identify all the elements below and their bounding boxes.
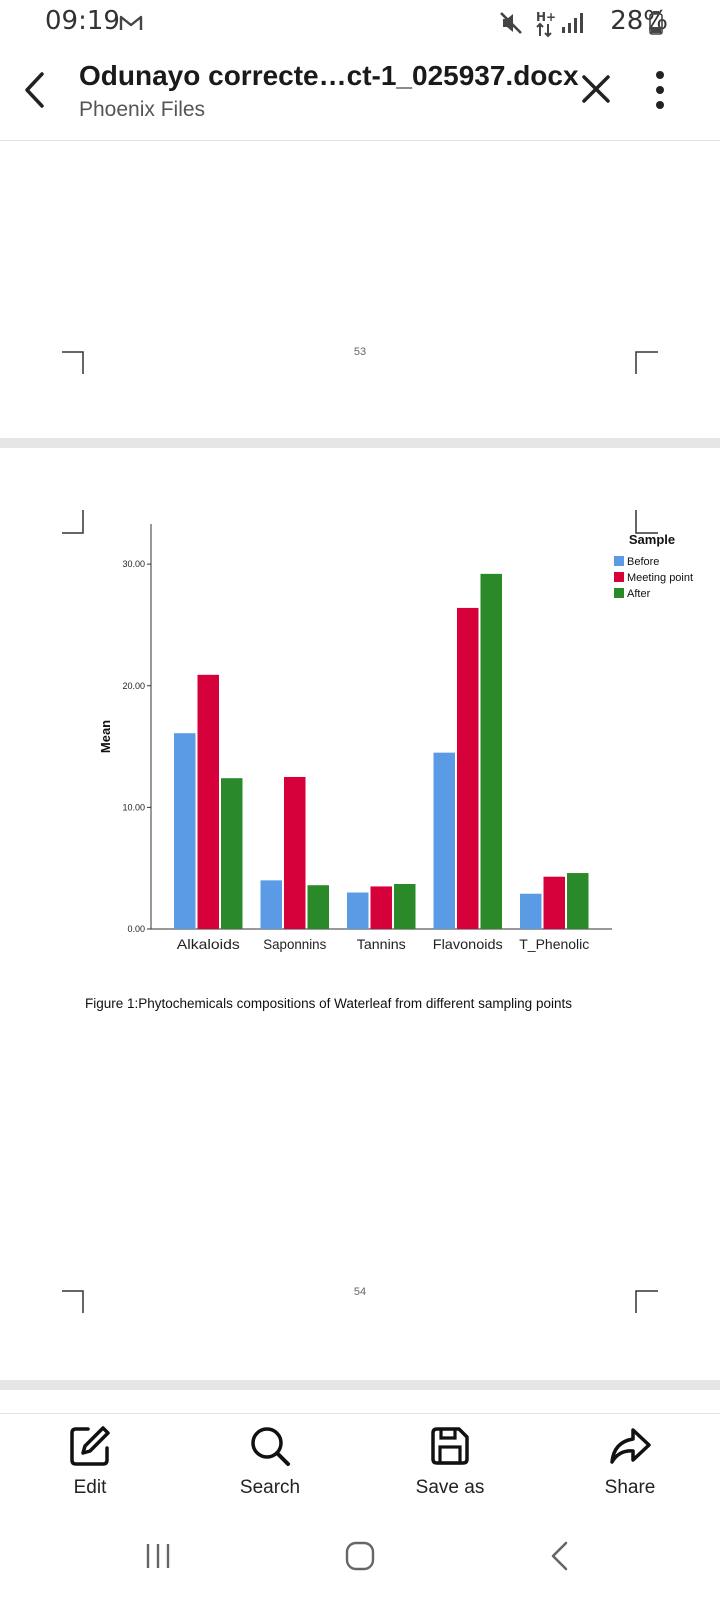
- bar-before-alkaloids: [174, 733, 196, 929]
- bar-meeting-point-flavonoids: [457, 607, 479, 929]
- x-tick-label: T_Phenolic: [519, 936, 589, 952]
- search-icon: [251, 1427, 290, 1466]
- figure-caption: Figure 1:Phytochemicals compositions of …: [85, 996, 572, 1011]
- bar-chart: 0.00 10.00 20.00 30.00 Mean Alkaloids Saponnin…: [98, 524, 693, 952]
- search-button[interactable]: Search: [210, 1424, 330, 1499]
- x-tick-label: Tannins: [357, 936, 406, 952]
- legend-label: Before: [627, 556, 659, 568]
- save-as-button[interactable]: Save as: [390, 1424, 510, 1499]
- bar-before-saponnins: [260, 880, 282, 929]
- back-nav-icon[interactable]: [548, 1540, 572, 1572]
- home-icon[interactable]: [344, 1540, 376, 1572]
- crop-mark-icon: [62, 351, 84, 374]
- bar-meeting-point-t-phenolic: [543, 876, 565, 929]
- legend-label: Meeting point: [627, 572, 693, 584]
- battery-icon: [649, 11, 663, 35]
- edit-button[interactable]: Edit: [30, 1424, 150, 1499]
- svg-text:H+: H+: [536, 10, 556, 24]
- legend-swatch: [614, 556, 624, 566]
- back-arrow-icon[interactable]: [20, 70, 50, 110]
- legend-swatch: [614, 572, 624, 582]
- share-icon: [610, 1428, 651, 1464]
- bar-after-t-phenolic: [567, 873, 589, 929]
- search-label: Search: [239, 1477, 301, 1498]
- save-icon: [431, 1427, 469, 1465]
- crop-mark-icon: [635, 351, 658, 374]
- page-number: 54: [353, 1286, 367, 1298]
- mute-icon: [500, 12, 522, 34]
- y-tick-label: 10.00: [122, 802, 145, 812]
- edit-label: Edit: [73, 1477, 107, 1498]
- document-title: Odunayo correcte…ct-1_025937.docx: [79, 60, 579, 91]
- system-nav-bar: [0, 1523, 720, 1600]
- bar-before-tannins: [347, 892, 369, 929]
- legend-swatch: [614, 588, 624, 598]
- page-separator: [0, 438, 720, 448]
- y-tick-label: 20.00: [122, 681, 145, 691]
- crop-mark-icon: [635, 1290, 658, 1313]
- bar-after-tannins: [394, 884, 416, 929]
- recent-apps-icon[interactable]: [143, 1541, 173, 1571]
- app-bar: Odunayo correcte…ct-1_025937.docx Phoeni…: [0, 48, 720, 141]
- edit-icon: [70, 1426, 110, 1466]
- bar-meeting-point-tannins: [370, 886, 392, 929]
- bar-after-alkaloids: [221, 778, 243, 929]
- status-time: 09:19: [45, 6, 120, 36]
- bottom-toolbar: Edit Search Save as Share: [0, 1413, 720, 1524]
- document-page-53: 53: [0, 141, 720, 438]
- page-number: 53: [353, 346, 367, 358]
- close-icon[interactable]: [579, 72, 613, 106]
- bar-before-t-phenolic: [520, 893, 542, 929]
- crop-mark-icon: [62, 510, 84, 534]
- crop-mark-icon: [62, 1290, 84, 1313]
- share-button[interactable]: Share: [570, 1424, 690, 1499]
- legend-label: After: [627, 588, 651, 600]
- status-bar: 09:19 H+ 28%: [0, 0, 720, 48]
- page-separator: [0, 1380, 720, 1390]
- data-transfer-icon: H+: [536, 10, 556, 38]
- document-page-54: 0.00 10.00 20.00 30.00 Mean Alkaloids Saponnin…: [0, 448, 720, 1380]
- bar-after-saponnins: [307, 885, 329, 929]
- document-source: Phoenix Files: [79, 98, 206, 121]
- bar-meeting-point-alkaloids: [197, 674, 219, 929]
- bar-after-flavonoids: [480, 573, 502, 929]
- y-tick-label: 30.00: [122, 559, 145, 569]
- crop-mark-icon: [635, 510, 658, 534]
- x-tick-label: Alkaloids: [177, 936, 240, 952]
- signal-icon: [562, 13, 583, 33]
- x-tick-label: Saponnins: [263, 936, 326, 952]
- bar-meeting-point-saponnins: [284, 776, 306, 929]
- save-as-label: Save as: [415, 1477, 485, 1498]
- x-tick-label: Flavonoids: [433, 936, 503, 952]
- y-axis-label: Mean: [98, 720, 113, 753]
- bar-before-flavonoids: [433, 752, 455, 929]
- gmail-icon: [119, 15, 143, 30]
- share-label: Share: [604, 1477, 656, 1498]
- more-options-icon[interactable]: [653, 70, 667, 110]
- legend-title: Sample: [629, 532, 675, 547]
- y-tick-label: 0.00: [127, 924, 145, 934]
